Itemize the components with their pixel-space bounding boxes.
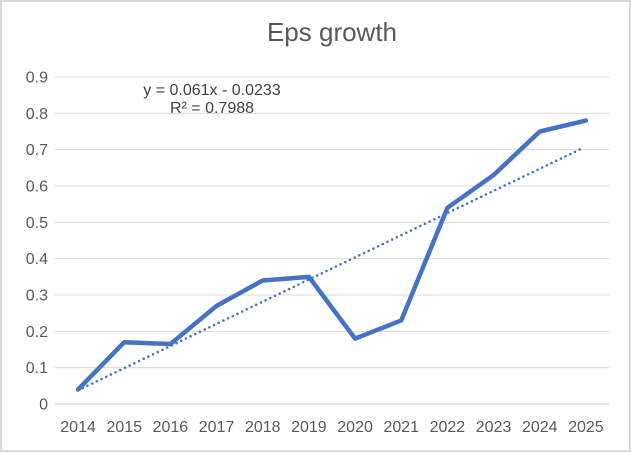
x-tick-label: 2023 <box>476 419 512 436</box>
x-tick-label: 2025 <box>568 419 604 436</box>
x-tick-label: 2014 <box>60 419 96 436</box>
x-tick-label: 2017 <box>199 419 235 436</box>
y-tick-label: 0.9 <box>26 70 48 87</box>
x-tick-label: 2016 <box>153 419 189 436</box>
x-tick-label: 2015 <box>106 419 142 436</box>
y-tick-label: 0.3 <box>26 288 48 305</box>
y-tick-label: 0.1 <box>26 360 48 377</box>
y-tick-label: 0.6 <box>26 179 48 196</box>
eps-growth-line <box>75 118 589 392</box>
y-tick-label: 0.2 <box>26 324 48 341</box>
x-tick-label: 2021 <box>383 419 419 436</box>
y-tick-label: 0.4 <box>26 251 48 268</box>
x-tick-label: 2024 <box>522 419 558 436</box>
x-tick-label: 2018 <box>245 419 281 436</box>
x-tick-label: 2020 <box>337 419 373 436</box>
y-tick-label: 0.8 <box>26 106 48 123</box>
y-tick-label: 0.5 <box>26 215 48 232</box>
x-tick-label: 2022 <box>430 419 466 436</box>
y-tick-label: 0 <box>39 397 48 414</box>
y-tick-label: 0.7 <box>26 142 48 159</box>
trendline-dotted <box>76 146 585 392</box>
x-tick-label: 2019 <box>291 419 327 436</box>
